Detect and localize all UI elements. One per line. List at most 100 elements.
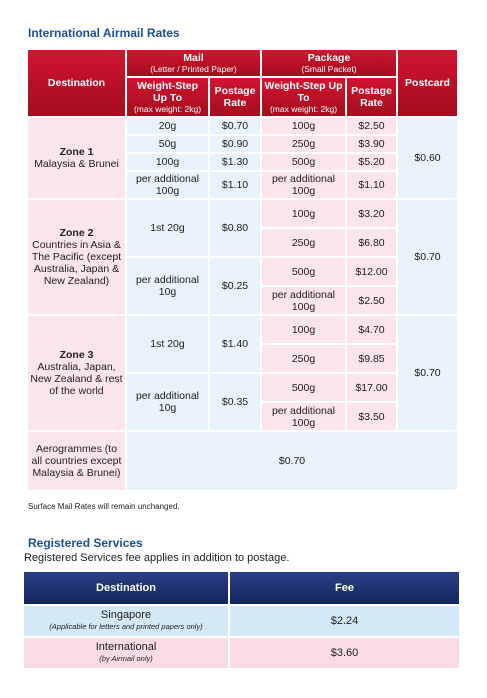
- mail-rate: $0.70: [210, 118, 260, 134]
- registered-destination-text: (by Airmail only): [99, 654, 153, 663]
- airmail-title: International Airmail Rates: [28, 26, 180, 40]
- airmail-table: Destination Mail (Letter / Printed Paper) P…: [26, 48, 459, 492]
- package-rate: $3.20: [347, 200, 396, 227]
- package-rate: $3.90: [347, 136, 396, 152]
- zone-row: per additional 100g $2.50: [28, 287, 457, 314]
- registered-row: International (by Airmail only) $3.60: [24, 638, 459, 668]
- header-cell: Postcard: [398, 50, 457, 116]
- postcard-rate: $0.60: [398, 118, 457, 198]
- header-cell: Destination: [24, 572, 228, 604]
- zone-destination: Zone 2 Countries in Asia & The Pacific (e…: [28, 200, 125, 314]
- package-rate: $5.20: [347, 154, 396, 170]
- header-cell: Weight-Step Up To (max weight: 2kg): [262, 78, 345, 116]
- package-rate: $9.85: [347, 345, 396, 372]
- zone-row: Zone 3 Australia, Japan, New Zealand & re…: [28, 316, 457, 430]
- mail-weight: 50g: [127, 136, 208, 152]
- mail-weight: per additional 10g: [127, 374, 208, 430]
- header-cell-text: Mail: [183, 52, 204, 64]
- aerogramme-label: Aerogrammes (to all countries except Mal…: [28, 432, 125, 490]
- package-rate: $12.00: [347, 258, 396, 285]
- package-rate: $2.50: [347, 118, 396, 134]
- zone-destination-text: Zone 3: [59, 349, 94, 361]
- zone-destination-text: Zone 2: [59, 227, 94, 239]
- registered-destination: International (by Airmail only): [24, 638, 228, 668]
- zone-row: 50g $0.90 250g $3.90: [28, 136, 457, 152]
- zone-row: Zone 1 Malaysia & Brunei 20g $0.70 100g $2.50…: [28, 118, 457, 198]
- mail-weight: 100g: [127, 154, 208, 170]
- postcard-rate: $0.70: [398, 200, 457, 314]
- header-cell: Destination: [28, 50, 125, 116]
- zone-row: Zone 2 Countries in Asia & The Pacific (e…: [28, 200, 457, 314]
- airmail-head: Destination Mail (Letter / Printed Paper) P…: [28, 50, 457, 116]
- registered-title: Registered Services: [28, 536, 143, 550]
- header-row: Destination Mail (Letter / Printed Paper) P…: [28, 50, 457, 116]
- mail-rate: $1.30: [210, 154, 260, 170]
- zone-row: 100g $1.30 500g $5.20: [28, 154, 457, 170]
- zone-row: 250g $6.80: [28, 229, 457, 256]
- postcard-rate: $0.70: [398, 316, 457, 430]
- mail-weight: per additional 10g: [127, 258, 208, 314]
- mail-weight: 1st 20g: [127, 316, 208, 372]
- header-cell-text: (max weight: 2kg): [133, 104, 202, 114]
- package-weight: 250g: [262, 345, 345, 372]
- note: Surface Mail Rates will remain unchanged…: [28, 502, 180, 511]
- zone: Zone 3 Australia, Japan, New Zealand & re…: [28, 316, 457, 430]
- registered-destination-text: International: [95, 641, 157, 653]
- aerogrammes: Aerogrammes (to all countries except Mal…: [28, 432, 457, 490]
- header-cell: Package (Small Packet): [262, 50, 396, 76]
- package-weight: per additional 100g: [262, 403, 345, 430]
- mail-weight: per additional 100g: [127, 172, 208, 198]
- registered-destination-text: (Applicable for letters and printed pape…: [49, 622, 203, 631]
- header-cell-text: Weight-Step Up To: [136, 80, 199, 104]
- package-rate: $6.80: [347, 229, 396, 256]
- header-cell-text: Package: [307, 52, 351, 64]
- zone-row: 250g $9.85: [28, 345, 457, 372]
- package-weight: 100g: [262, 316, 345, 343]
- package-weight: 500g: [262, 154, 345, 170]
- registered-destination-text: Singapore: [100, 609, 152, 621]
- zone-destination-text: Australia, Japan, New Zealand & rest of …: [30, 361, 123, 397]
- zone-row: per additional 10g $0.25 500g $12.00: [28, 258, 457, 314]
- package-rate: $4.70: [347, 316, 396, 343]
- header-cell: Mail (Letter / Printed Paper): [127, 50, 260, 76]
- package-weight: 250g: [262, 136, 345, 152]
- zone-destination-text: Countries in Asia & The Pacific (except …: [31, 239, 122, 287]
- header-cell-text: (max weight: 2kg): [269, 104, 338, 114]
- package-rate: $2.50: [347, 287, 396, 314]
- zone-destination-text: Malaysia & Brunei: [34, 158, 119, 170]
- mail-weight: 1st 20g: [127, 200, 208, 256]
- mail-rate: $1.40: [210, 316, 260, 372]
- zone-row: per additional 100g $3.50: [28, 403, 457, 430]
- header-cell: Weight-Step Up To (max weight: 2kg): [127, 78, 208, 116]
- zone-row: per additional 100g $1.10 per additional 1…: [28, 172, 457, 198]
- header-cell: Postage Rate: [210, 78, 260, 116]
- zone-destination: Zone 3 Australia, Japan, New Zealand & re…: [28, 316, 125, 430]
- mail-rate: $0.80: [210, 200, 260, 256]
- aerogramme-rate: $0.70: [127, 432, 457, 490]
- header-cell-text: (Small Packet): [301, 64, 357, 74]
- intro: Registered Services fee applies in addit…: [24, 552, 290, 564]
- zone-row: per additional 10g $0.35 500g $17.00: [28, 374, 457, 430]
- header-cell-text: Weight-Step Up To: [264, 80, 343, 104]
- registered-fee: $3.60: [230, 638, 459, 668]
- mail-weight: 20g: [127, 118, 208, 134]
- mail-rate: $1.10: [210, 172, 260, 198]
- package-weight: 500g: [262, 374, 345, 401]
- header-cell-text: (Letter / Printed Paper): [150, 64, 237, 74]
- mail-rate: $0.25: [210, 258, 260, 314]
- aerogramme-row: Aerogrammes (to all countries except Mal…: [28, 432, 457, 490]
- header-row: Weight-Step Up To (max weight: 2kg) Postag…: [28, 78, 457, 116]
- registered-table: Destination Fee Singapore (Applicable for l…: [22, 570, 461, 670]
- header-cell: Fee: [230, 572, 459, 604]
- registered-row: Singapore (Applicable for letters and pri…: [24, 606, 459, 636]
- package-rate: $17.00: [347, 374, 396, 401]
- zone-destination: Zone 1 Malaysia & Brunei: [28, 118, 125, 198]
- package-weight: 100g: [262, 118, 345, 134]
- package-weight: per additional 100g: [262, 172, 345, 198]
- header-cell: Postage Rate: [347, 78, 396, 116]
- package-rate: $1.10: [347, 172, 396, 198]
- mail-rate: $0.90: [210, 136, 260, 152]
- zone: Zone 1 Malaysia & Brunei 20g $0.70 100g $2.50…: [28, 118, 457, 198]
- package-rate: $3.50: [347, 403, 396, 430]
